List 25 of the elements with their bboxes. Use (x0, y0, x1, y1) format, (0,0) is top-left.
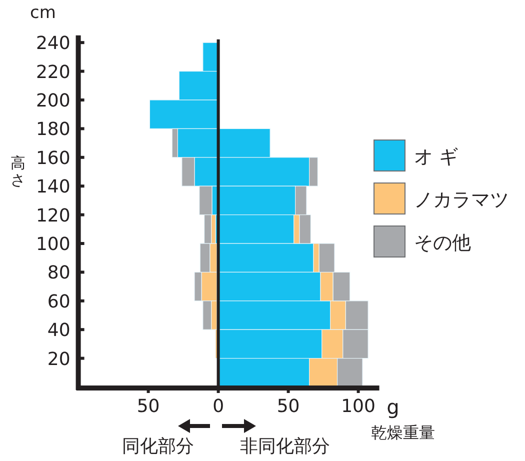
y-tick-label: 200 (36, 90, 70, 112)
y-tick-label: 80 (47, 262, 70, 284)
y-tick-label: 140 (36, 176, 70, 198)
y-tick-label: 20 (47, 348, 70, 370)
y-tick-label: 100 (36, 234, 70, 255)
y-tick-label: 60 (47, 291, 70, 312)
legend-label: その他 (414, 232, 471, 254)
x-tick-label: 0 (212, 396, 224, 417)
text: 非同化部分 (240, 436, 330, 457)
y-tick-label: 240 (36, 33, 70, 54)
x-tick-label: 50 (136, 396, 160, 417)
legend-label: オ ギ (414, 146, 458, 168)
x-tick-label: 50 (276, 396, 300, 417)
y-tick-label: 120 (36, 205, 70, 226)
text: 同化部分 (122, 436, 194, 457)
x-tick-label: 100 (341, 396, 376, 417)
x-axis-title: 乾燥重量 (371, 423, 435, 442)
legend-label: ノカラマツ (414, 189, 509, 211)
y-tick-label: 40 (47, 320, 70, 342)
y-tick-label: 160 (36, 148, 70, 169)
y-tick-label: 220 (36, 62, 70, 83)
ylabel: 高さ (10, 154, 26, 189)
text: cm (30, 3, 56, 23)
y-tick-label: 180 (36, 119, 70, 140)
text: g (386, 395, 400, 419)
